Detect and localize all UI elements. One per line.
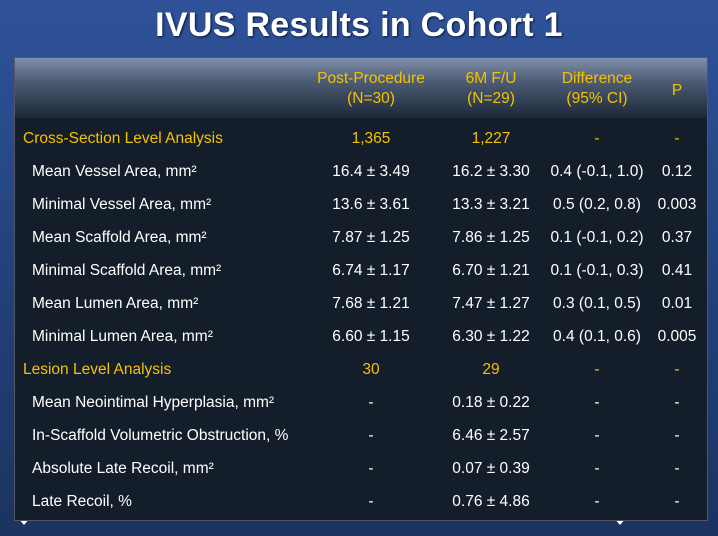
row-label: Mean Scaffold Area, mm² bbox=[32, 229, 207, 246]
row-cell: 6.46 ± 2.57 bbox=[452, 427, 530, 444]
column-header: (95% CI) bbox=[566, 90, 628, 107]
row-cell: 6.60 ± 1.15 bbox=[332, 328, 410, 345]
row-cell: - bbox=[674, 460, 680, 477]
row-cell: 13.6 ± 3.61 bbox=[332, 196, 410, 213]
row-cell: 6.30 ± 1.22 bbox=[452, 328, 530, 345]
column-header: (N=30) bbox=[347, 90, 395, 107]
row-label: Late Recoil, % bbox=[32, 493, 132, 510]
row-cell: 0.4 (-0.1, 1.0) bbox=[550, 163, 644, 180]
row-cell: - bbox=[368, 427, 374, 444]
row-cell: - bbox=[368, 394, 374, 411]
row-cell: 0.41 bbox=[661, 262, 693, 279]
row-cell: - bbox=[674, 493, 680, 510]
row-label: Minimal Vessel Area, mm² bbox=[32, 196, 212, 213]
section-cell: - bbox=[594, 130, 600, 147]
row-cell: 7.87 ± 1.25 bbox=[332, 229, 410, 246]
column-header: P bbox=[671, 82, 683, 99]
column-header: Difference bbox=[561, 70, 633, 87]
row-cell: 13.3 ± 3.21 bbox=[452, 196, 530, 213]
section-cell: 1,227 bbox=[471, 130, 511, 147]
row-cell: 7.68 ± 1.21 bbox=[332, 295, 410, 312]
row-cell: 0.005 bbox=[657, 328, 697, 345]
row-label: In-Scaffold Volumetric Obstruction, % bbox=[32, 427, 289, 444]
row-cell: 7.86 ± 1.25 bbox=[452, 229, 530, 246]
row-cell: 0.1 (-0.1, 0.2) bbox=[550, 229, 644, 246]
row-label: Absolute Late Recoil, mm² bbox=[32, 460, 214, 477]
column-header: (N=29) bbox=[467, 90, 515, 107]
row-cell: 6.70 ± 1.21 bbox=[452, 262, 530, 279]
row-cell: - bbox=[674, 394, 680, 411]
row-cell: 0.07 ± 0.39 bbox=[452, 460, 530, 477]
row-cell: - bbox=[594, 493, 600, 510]
row-cell: 6.74 ± 1.17 bbox=[332, 262, 410, 279]
section-title: Lesion Level Analysis bbox=[23, 361, 172, 378]
section-cell: - bbox=[674, 361, 680, 378]
section-title: Cross-Section Level Analysis bbox=[23, 130, 223, 147]
row-cell: - bbox=[674, 427, 680, 444]
column-header: Post-Procedure bbox=[317, 70, 425, 87]
row-label: Mean Lumen Area, mm² bbox=[32, 295, 199, 312]
row-cell: 16.2 ± 3.30 bbox=[452, 163, 530, 180]
row-cell: 16.4 ± 3.49 bbox=[332, 163, 410, 180]
footer-mark bbox=[614, 518, 626, 525]
table-header-band bbox=[15, 58, 707, 118]
section-cell: - bbox=[594, 361, 600, 378]
row-label: Mean Vessel Area, mm² bbox=[32, 163, 197, 180]
row-cell: 7.47 ± 1.27 bbox=[452, 295, 530, 312]
row-cell: 0.18 ± 0.22 bbox=[452, 394, 530, 411]
row-cell: 0.4 (0.1, 0.6) bbox=[553, 328, 641, 345]
section-cell: 1,365 bbox=[351, 130, 391, 147]
row-cell: - bbox=[594, 460, 600, 477]
slide-title: IVUS Results in Cohort 1 bbox=[155, 6, 563, 44]
row-cell: 0.12 bbox=[661, 163, 693, 180]
row-cell: 0.3 (0.1, 0.5) bbox=[553, 295, 641, 312]
section-cell: 30 bbox=[362, 361, 380, 378]
row-cell: 0.76 ± 4.86 bbox=[452, 493, 530, 510]
row-cell: - bbox=[594, 394, 600, 411]
section-cell: 29 bbox=[482, 361, 500, 378]
table: Post-Procedure (N=30) 6M F/U (N=29) Differen… bbox=[14, 57, 708, 521]
row-cell: 0.37 bbox=[661, 229, 693, 246]
row-cell: 0.5 (0.2, 0.8) bbox=[553, 196, 641, 213]
row-cell: - bbox=[594, 427, 600, 444]
row-cell: 0.003 bbox=[657, 196, 697, 213]
row-cell: - bbox=[368, 460, 374, 477]
row-cell: 0.01 bbox=[661, 295, 693, 312]
row-label: Minimal Scaffold Area, mm² bbox=[32, 262, 222, 279]
row-label: Minimal Lumen Area, mm² bbox=[32, 328, 213, 345]
row-cell: 0.1 (-0.1, 0.3) bbox=[550, 262, 644, 279]
footer-mark bbox=[18, 518, 30, 525]
section-cell: - bbox=[674, 130, 680, 147]
column-header: 6M F/U bbox=[465, 70, 517, 87]
row-label: Mean Neointimal Hyperplasia, mm² bbox=[32, 394, 275, 411]
row-cell: - bbox=[368, 493, 374, 510]
